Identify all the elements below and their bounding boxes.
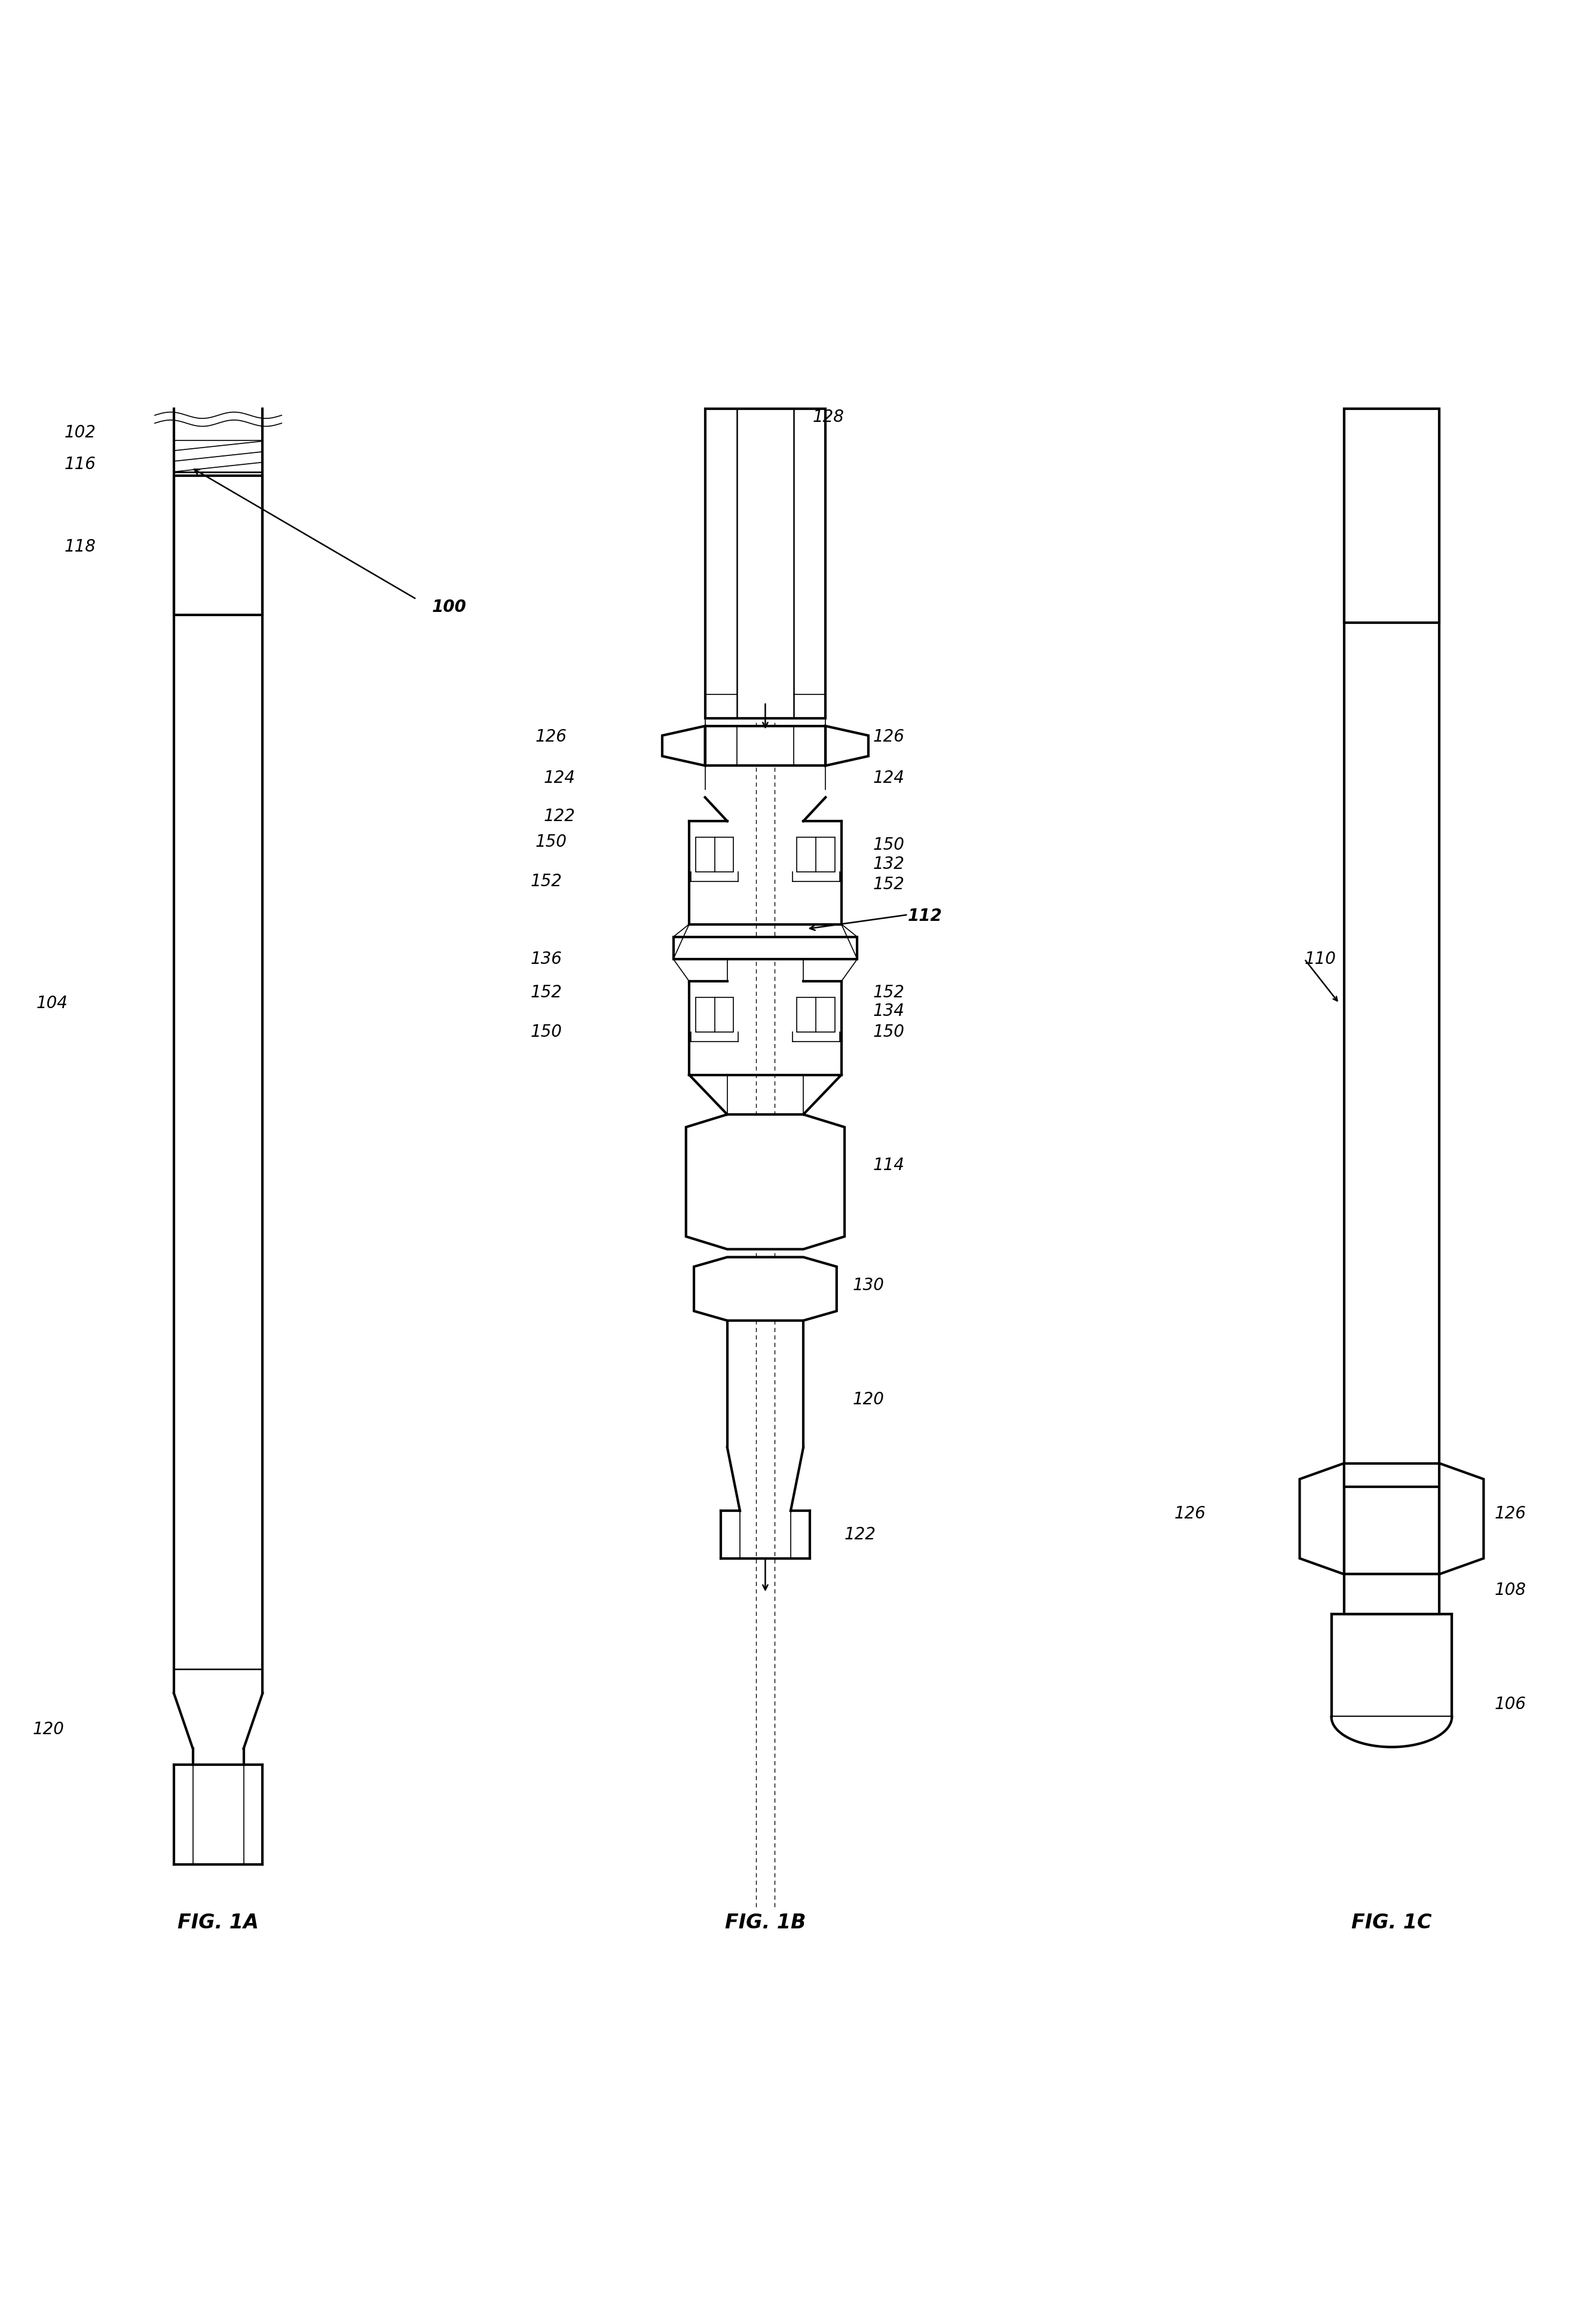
Text: 130: 130 bbox=[853, 1278, 885, 1294]
Text: 104: 104 bbox=[37, 995, 67, 1011]
Text: 124: 124 bbox=[874, 769, 905, 788]
Text: 122: 122 bbox=[544, 809, 575, 825]
Text: 150: 150 bbox=[874, 837, 905, 853]
Text: 126: 126 bbox=[1175, 1506, 1207, 1522]
Text: 152: 152 bbox=[531, 874, 563, 890]
Text: 126: 126 bbox=[874, 730, 905, 746]
Polygon shape bbox=[685, 1116, 845, 1250]
Text: FIG. 1B: FIG. 1B bbox=[725, 1913, 807, 1934]
Text: 120: 120 bbox=[853, 1392, 885, 1408]
Bar bbox=[1344, 409, 1439, 623]
Bar bbox=[174, 476, 263, 616]
Text: 132: 132 bbox=[874, 855, 905, 872]
Bar bbox=[1344, 409, 1439, 623]
Bar bbox=[1344, 1487, 1439, 1573]
Bar bbox=[1344, 1487, 1439, 1573]
Text: 126: 126 bbox=[536, 730, 567, 746]
Text: 106: 106 bbox=[1495, 1697, 1527, 1713]
Text: 120: 120 bbox=[33, 1722, 64, 1738]
Bar bbox=[1331, 1613, 1452, 1717]
Bar bbox=[174, 442, 263, 472]
Bar bbox=[797, 997, 835, 1032]
Bar bbox=[705, 409, 826, 718]
Text: 110: 110 bbox=[1304, 951, 1336, 967]
Text: 122: 122 bbox=[845, 1527, 877, 1543]
Polygon shape bbox=[826, 725, 869, 765]
Polygon shape bbox=[693, 1257, 837, 1320]
Text: 100: 100 bbox=[432, 600, 467, 616]
Bar bbox=[1344, 1573, 1439, 1613]
Bar bbox=[797, 837, 835, 872]
Bar bbox=[1344, 409, 1439, 1464]
Text: 112: 112 bbox=[909, 909, 942, 925]
Text: 124: 124 bbox=[544, 769, 575, 788]
Text: 114: 114 bbox=[874, 1157, 905, 1174]
Text: 152: 152 bbox=[531, 983, 563, 1002]
Text: 102: 102 bbox=[64, 425, 96, 442]
Text: FIG. 1A: FIG. 1A bbox=[177, 1913, 258, 1934]
Text: 134: 134 bbox=[874, 1004, 905, 1020]
Text: 152: 152 bbox=[874, 876, 905, 892]
Bar bbox=[174, 476, 263, 616]
Text: 150: 150 bbox=[874, 1023, 905, 1041]
Text: 150: 150 bbox=[531, 1023, 563, 1041]
Text: 126: 126 bbox=[1495, 1506, 1527, 1522]
Polygon shape bbox=[662, 725, 705, 765]
Bar bbox=[1331, 1613, 1452, 1717]
Bar bbox=[695, 837, 733, 872]
Text: 108: 108 bbox=[1495, 1583, 1527, 1599]
Text: FIG. 1C: FIG. 1C bbox=[1352, 1913, 1431, 1934]
Polygon shape bbox=[1439, 1464, 1484, 1573]
Bar bbox=[1344, 1573, 1439, 1613]
Text: 152: 152 bbox=[874, 983, 905, 1002]
Bar bbox=[673, 937, 858, 960]
Bar bbox=[1331, 1708, 1452, 1757]
Text: 116: 116 bbox=[64, 456, 96, 472]
Text: 118: 118 bbox=[64, 539, 96, 555]
Text: 136: 136 bbox=[531, 951, 563, 967]
Bar bbox=[1344, 1573, 1439, 1613]
Text: 128: 128 bbox=[813, 409, 845, 425]
Polygon shape bbox=[1299, 1464, 1344, 1573]
Text: 150: 150 bbox=[536, 834, 567, 851]
Bar bbox=[695, 997, 733, 1032]
Bar bbox=[705, 725, 826, 765]
